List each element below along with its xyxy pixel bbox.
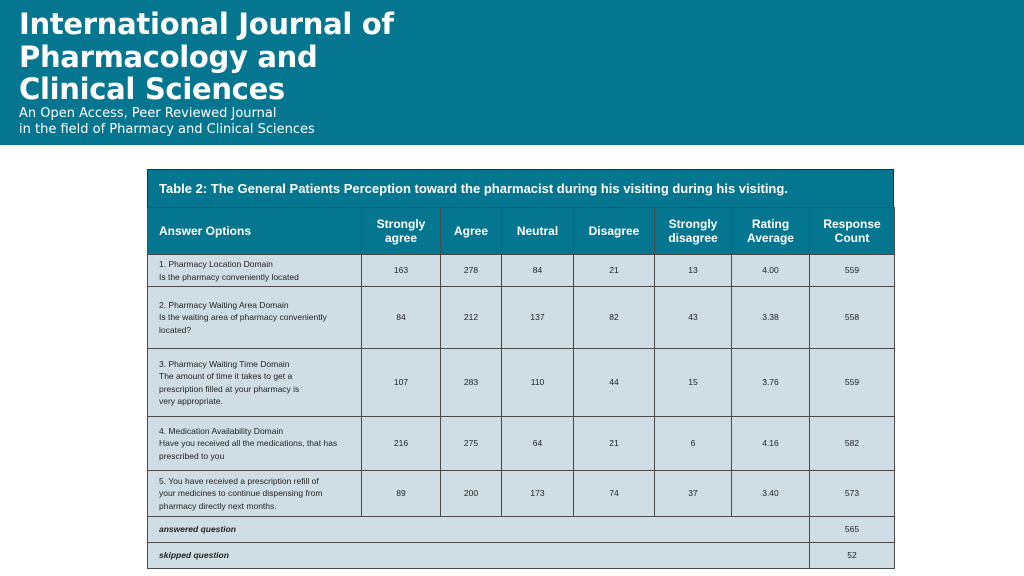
perception-table: Table 2: The General Patients Perception… (147, 169, 895, 569)
journal-title-line: Pharmacology and (19, 39, 318, 74)
header-text: Rating (751, 217, 790, 231)
rating-average-cell: 3.76 (731, 348, 810, 417)
answer-option-line: 1. Pharmacy Location Domain (159, 259, 273, 269)
answer-option-line: Have you received all the medications, t… (159, 438, 338, 449)
skipped-question-label: skipped question (147, 542, 810, 569)
agree-cell: 212 (440, 286, 502, 349)
header-neutral: Neutral (501, 207, 574, 255)
strongly-agree-cell: 89 (361, 470, 441, 517)
agree-cell: 275 (440, 416, 502, 471)
journal-subtitle: An Open Access, Peer Reviewed Journal in… (19, 106, 315, 138)
journal-subtitle-line: An Open Access, Peer Reviewed Journal (19, 106, 277, 121)
data-table: Answer Options Strongly agree Agree Neutr… (147, 207, 895, 569)
answer-option-line: prescribed to you (159, 450, 225, 461)
rating-average-cell: 3.40 (731, 470, 810, 517)
strongly-disagree-cell: 15 (654, 348, 732, 417)
header-text: Response (823, 217, 881, 231)
neutral-cell: 110 (501, 348, 574, 417)
header-text: disagree (668, 231, 718, 245)
strongly-agree-cell: 216 (361, 416, 441, 471)
agree-cell: 278 (440, 254, 502, 287)
strongly-disagree-cell: 43 (654, 286, 732, 349)
answer-option-line: Is the waiting area of pharmacy convenie… (159, 312, 327, 323)
header-response-count: Response Count (809, 207, 895, 255)
rating-average-cell: 3.38 (731, 286, 810, 349)
answer-option-line: 4. Medication Availability Domain (159, 425, 284, 436)
answer-option-line: pharmacy directly next months. (159, 500, 277, 511)
neutral-cell: 64 (501, 416, 574, 471)
neutral-cell: 137 (501, 286, 574, 349)
agree-cell: 283 (440, 348, 502, 417)
answered-question-value: 565 (809, 516, 895, 543)
response-count-cell: 558 (809, 286, 895, 349)
response-count-cell: 559 (809, 348, 895, 417)
strongly-disagree-cell: 37 (654, 470, 732, 517)
journal-title-line: International Journal of (19, 7, 394, 41)
answer-option-line: 5. You have received a prescription refi… (159, 475, 319, 486)
journal-title: International Journal of Pharmacology an… (19, 8, 394, 106)
strongly-agree-cell: 163 (361, 254, 441, 287)
strongly-agree-cell: 107 (361, 348, 441, 417)
disagree-cell: 21 (573, 254, 655, 287)
header-strongly-agree: Strongly agree (361, 207, 441, 255)
journal-subtitle-line: in the field of Pharmacy and Clinical Sc… (19, 122, 315, 137)
answer-option-cell: 4. Medication Availability Domain Have y… (147, 416, 362, 471)
answer-option-line: Is the pharmacy conveniently located (159, 271, 299, 282)
header-answer-options: Answer Options (147, 207, 362, 255)
skipped-question-value: 52 (809, 542, 895, 569)
rating-average-cell: 4.16 (731, 416, 810, 471)
neutral-cell: 173 (501, 470, 574, 517)
answer-option-line: your medicines to continue dispensing fr… (159, 488, 323, 499)
response-count-cell: 559 (809, 254, 895, 287)
table-row: 3. Pharmacy Waiting Time Domain The amou… (147, 348, 895, 417)
answer-option-cell: 5. You have received a prescription refi… (147, 470, 362, 517)
answer-option-cell: 2. Pharmacy Waiting Area Domain Is the w… (147, 286, 362, 349)
table-row: 4. Medication Availability Domain Have y… (147, 416, 895, 471)
skipped-question-row: skipped question 52 (147, 542, 895, 569)
answer-option-line: very appropriate. (159, 396, 223, 406)
rating-average-cell: 4.00 (731, 254, 810, 287)
journal-banner: International Journal of Pharmacology an… (0, 0, 1024, 145)
table-caption: Table 2: The General Patients Perception… (147, 169, 894, 207)
strongly-disagree-cell: 6 (654, 416, 732, 471)
answer-option-line: 2. Pharmacy Waiting Area Domain (159, 299, 289, 310)
disagree-cell: 74 (573, 470, 655, 517)
answer-option-line: The amount of time it takes to get a (159, 371, 293, 381)
answer-option-line: 3. Pharmacy Waiting Time Domain (159, 358, 290, 369)
neutral-cell: 84 (501, 254, 574, 287)
table-row: 2. Pharmacy Waiting Area Domain Is the w… (147, 286, 895, 349)
response-count-cell: 582 (809, 416, 895, 471)
answer-option-cell: 3. Pharmacy Waiting Time Domain The amou… (147, 348, 362, 417)
header-agree: Agree (440, 207, 502, 255)
table-header-row: Answer Options Strongly agree Agree Neutr… (147, 207, 895, 255)
answered-question-label: answered question (147, 516, 810, 543)
answered-question-row: answered question 565 (147, 516, 895, 543)
agree-cell: 200 (440, 470, 502, 517)
header-text: Average (747, 231, 794, 245)
response-count-cell: 573 (809, 470, 895, 517)
disagree-cell: 21 (573, 416, 655, 471)
header-strongly-disagree: Strongly disagree (654, 207, 732, 255)
disagree-cell: 82 (573, 286, 655, 349)
header-text: Count (834, 231, 870, 245)
header-text: agree (384, 231, 418, 245)
journal-title-line: Clinical Sciences (19, 72, 285, 106)
answer-option-cell: 1. Pharmacy Location Domain Is the pharm… (147, 254, 362, 287)
answer-option-line: prescription filled at your pharmacy is (159, 383, 300, 394)
strongly-disagree-cell: 13 (654, 254, 732, 287)
header-disagree: Disagree (573, 207, 655, 255)
disagree-cell: 44 (573, 348, 655, 417)
table-row: 5. You have received a prescription refi… (147, 470, 895, 517)
header-rating-average: Rating Average (731, 207, 810, 255)
header-text: Strongly (668, 217, 718, 231)
strongly-agree-cell: 84 (361, 286, 441, 349)
header-text: Strongly (376, 217, 426, 231)
answer-option-line: located? (159, 324, 192, 335)
table-row: 1. Pharmacy Location Domain Is the pharm… (147, 254, 895, 287)
